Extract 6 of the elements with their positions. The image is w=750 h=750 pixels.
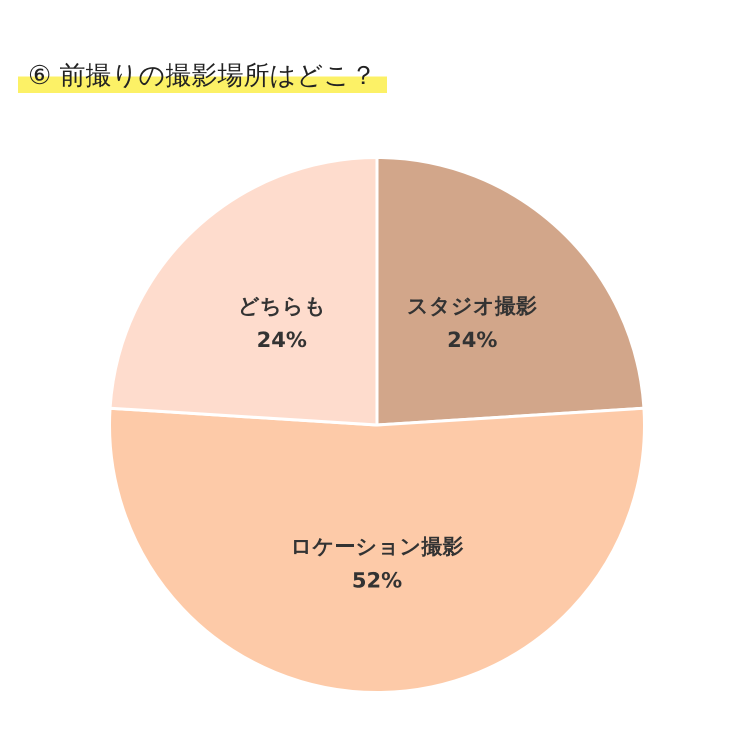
- slice-label: どちらも: [238, 294, 326, 318]
- data-label: 24%: [256, 328, 307, 352]
- data-label: 52%: [352, 568, 402, 593]
- data-label: 24%: [447, 328, 498, 352]
- slice-label: ロケーション撮影: [290, 534, 464, 559]
- slice-label: スタジオ撮影: [407, 294, 538, 318]
